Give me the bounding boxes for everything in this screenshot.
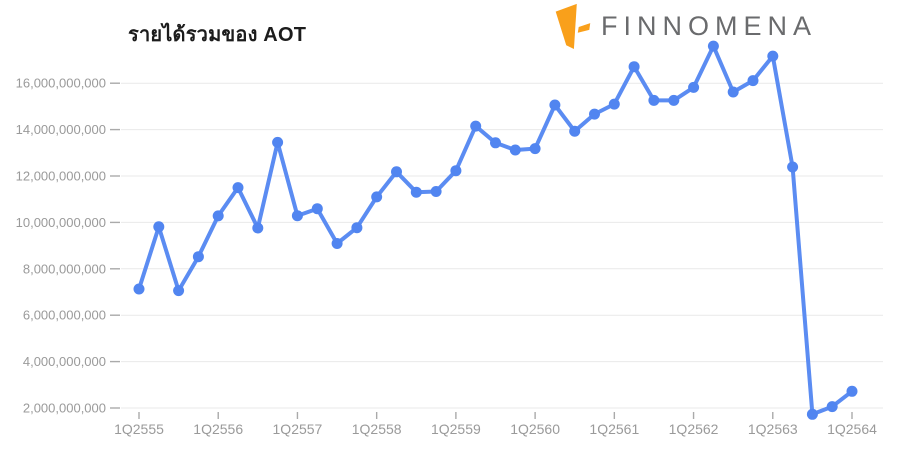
data-point[interactable] <box>430 186 442 197</box>
finnomena-logo: FINNOMENA <box>552 2 817 50</box>
finnomena-flag-icon <box>555 3 591 50</box>
x-axis-label: 1Q2559 <box>431 421 481 437</box>
data-point[interactable] <box>549 99 561 111</box>
data-point[interactable] <box>490 137 501 149</box>
x-axis-label: 1Q2562 <box>669 421 719 437</box>
y-axis-label: 12,000,000,000 <box>16 169 106 184</box>
x-axis-label: 1Q2557 <box>273 421 323 437</box>
data-point[interactable] <box>509 144 521 156</box>
data-point[interactable] <box>628 61 640 73</box>
revenue-line <box>137 44 854 417</box>
x-axis-label: 1Q2560 <box>510 421 560 437</box>
data-point[interactable] <box>747 75 759 87</box>
data-point[interactable] <box>291 210 303 222</box>
data-point[interactable] <box>707 40 719 52</box>
y-axis-label: 6,000,000,000 <box>23 308 106 323</box>
data-point[interactable] <box>727 86 739 98</box>
data-point[interactable] <box>371 191 383 203</box>
x-axis-label: 1Q2558 <box>352 421 402 437</box>
x-axis-label: 1Q2555 <box>114 421 164 437</box>
data-point[interactable] <box>806 408 818 420</box>
data-point[interactable] <box>846 385 858 397</box>
chart-title: รายได้รวมของ AOT <box>128 24 307 46</box>
x-axis-label: 1Q2561 <box>589 421 639 437</box>
data-point[interactable] <box>787 161 799 173</box>
data-point[interactable] <box>252 222 264 234</box>
data-point[interactable] <box>470 120 482 132</box>
data-point[interactable] <box>173 285 185 297</box>
data-point[interactable] <box>153 221 165 233</box>
data-point[interactable] <box>688 81 700 93</box>
data-point[interactable] <box>529 143 541 155</box>
data-point[interactable] <box>826 401 838 413</box>
data-point[interactable] <box>767 50 779 62</box>
data-point[interactable] <box>212 210 224 222</box>
y-axis-label: 4,000,000,000 <box>23 354 106 369</box>
finnomena-logo-text: FINNOMENA <box>601 11 817 41</box>
data-point[interactable] <box>232 182 244 194</box>
data-point[interactable] <box>391 166 402 178</box>
x-axis-label: 1Q2563 <box>748 421 798 437</box>
data-point[interactable] <box>648 94 660 106</box>
data-point[interactable] <box>192 251 204 263</box>
data-point[interactable] <box>351 222 363 234</box>
data-point[interactable] <box>311 203 323 215</box>
data-point[interactable] <box>133 283 145 295</box>
x-axis-label: 1Q2564 <box>827 421 877 437</box>
y-axis-label: 16,000,000,000 <box>16 76 106 91</box>
data-point[interactable] <box>668 94 680 106</box>
x-axis-label: 1Q2556 <box>193 421 243 437</box>
data-point[interactable] <box>608 98 620 110</box>
data-point[interactable] <box>589 108 600 120</box>
data-point[interactable] <box>410 186 422 198</box>
data-point[interactable] <box>331 238 343 249</box>
data-point[interactable] <box>569 125 581 137</box>
y-axis-label: 14,000,000,000 <box>16 122 106 137</box>
y-axis-label: 2,000,000,000 <box>23 401 106 416</box>
data-point[interactable] <box>272 136 284 148</box>
y-axis-label: 8,000,000,000 <box>23 261 106 276</box>
data-point[interactable] <box>450 165 462 177</box>
y-axis-label: 10,000,000,000 <box>16 215 106 230</box>
